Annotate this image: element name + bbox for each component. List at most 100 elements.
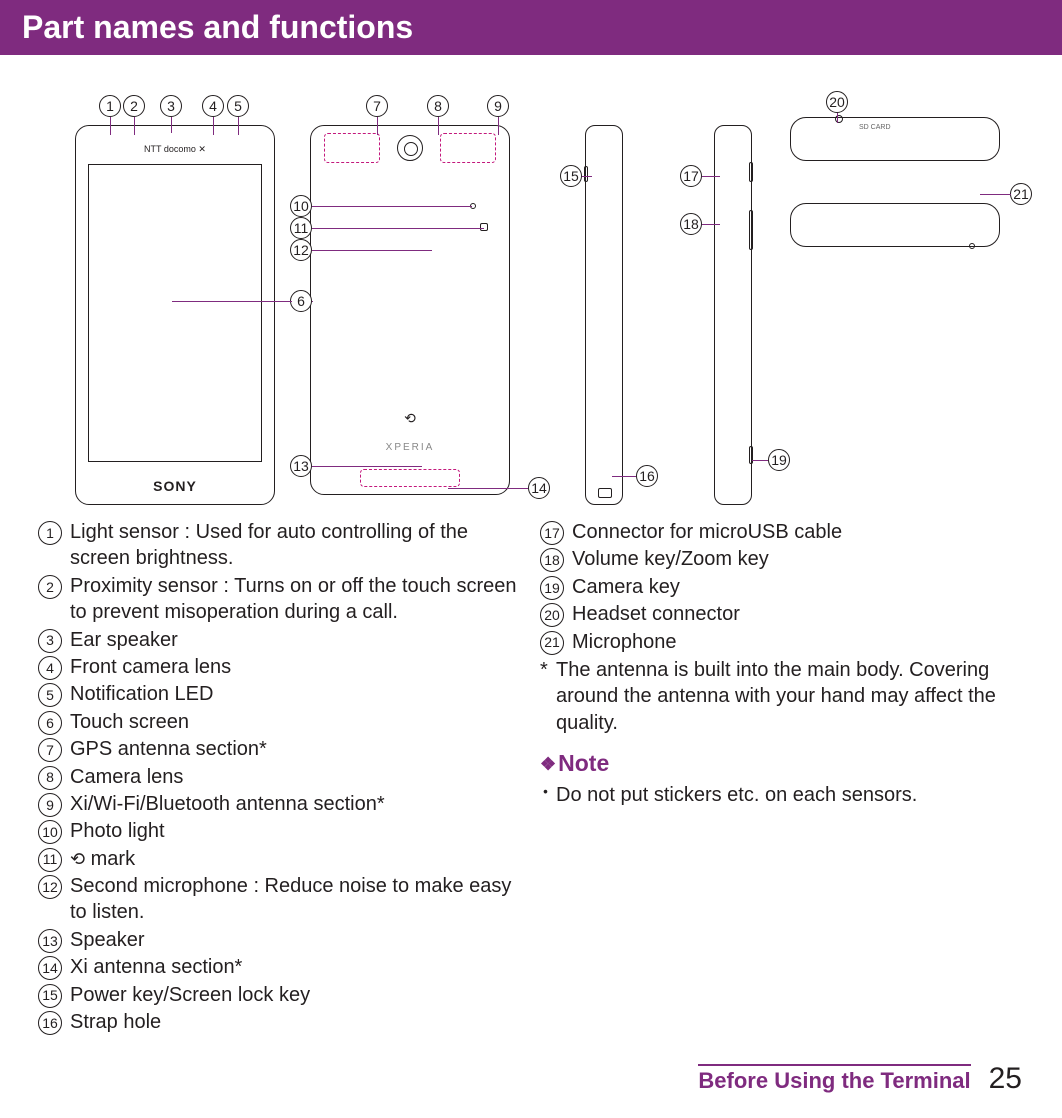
note-heading-text: Note — [558, 750, 609, 776]
part-text: Touch screen — [70, 709, 522, 735]
leader-line — [980, 194, 1010, 195]
part-text: GPS antenna section* — [70, 736, 522, 762]
part-number-circle: 12 — [38, 875, 62, 899]
diagram-callout: 16 — [636, 465, 658, 487]
diagram-callout: 15 — [560, 165, 582, 187]
leader-line — [312, 206, 472, 207]
leader-line — [134, 117, 135, 135]
part-text: Xi/Wi-Fi/Bluetooth antenna section* — [70, 791, 522, 817]
felica-symbol: ⟲ — [310, 410, 510, 427]
diagram-callout: 19 — [768, 449, 790, 471]
part-item: 13 Speaker — [38, 927, 522, 953]
part-text: Ear speaker — [70, 627, 522, 653]
part-number-circle: 15 — [38, 984, 62, 1008]
part-number-circle: 18 — [540, 548, 564, 572]
diagram-callout: 7 — [366, 95, 388, 117]
leader-line — [582, 176, 592, 177]
parts-column-left: 1 Light sensor : Used for auto controllin… — [38, 519, 522, 1036]
part-number-circle: 10 — [38, 820, 62, 844]
diagram-callout: 18 — [680, 213, 702, 235]
part-item: 8Camera lens — [38, 764, 522, 790]
part-number-circle: 8 — [38, 766, 62, 790]
part-text: Speaker — [70, 927, 522, 953]
diagram-callout: 5 — [227, 95, 249, 117]
phone-side-right — [714, 125, 752, 505]
part-item: 18 Volume key/Zoom key — [540, 546, 1024, 572]
leader-line — [498, 117, 499, 135]
part-number-circle: 3 — [38, 629, 62, 653]
note-heading: ❖Note — [540, 748, 1024, 778]
phone-bottom-view — [790, 203, 1000, 247]
diagram-callout: 17 — [680, 165, 702, 187]
usb-connector-icon — [749, 162, 753, 182]
part-item: 11⟲ mark — [38, 846, 522, 872]
sd-slot-label: SD CARD — [859, 124, 891, 131]
back-outline — [310, 125, 510, 495]
part-number-circle: 13 — [38, 929, 62, 953]
part-item: 12 Second microphone : Reduce noise to ma… — [38, 873, 522, 926]
diamond-icon: ❖ — [540, 754, 556, 774]
leader-line — [752, 460, 768, 461]
part-text: Microphone — [572, 629, 1024, 655]
part-item: 2Proximity sensor : Turns on or off the … — [38, 573, 522, 626]
part-text: Front camera lens — [70, 654, 522, 680]
xi-antenna-zone — [360, 469, 460, 487]
xperia-logo: XPERIA — [310, 442, 510, 453]
phone-side-left — [585, 125, 623, 505]
part-item: 14Xi antenna section* — [38, 954, 522, 980]
camera-lens-icon — [397, 135, 423, 161]
phone-back-view: ⟲ XPERIA — [310, 125, 510, 495]
leader-line — [213, 117, 214, 135]
part-text: Connector for microUSB cable — [572, 519, 1024, 545]
part-number-circle: 6 — [38, 711, 62, 735]
part-number-circle: 11 — [38, 848, 62, 872]
diagram-callout: 9 — [487, 95, 509, 117]
leader-line — [702, 224, 720, 225]
part-number-circle: 16 — [38, 1011, 62, 1035]
diagram-callout: 21 — [1010, 183, 1032, 205]
footnote-text: The antenna is built into the main body.… — [556, 657, 1024, 736]
part-item: 9 Xi/Wi-Fi/Bluetooth antenna section* — [38, 791, 522, 817]
docomo-logo: NTT docomo ✕ — [76, 144, 274, 155]
part-item: 15 Power key/Screen lock key — [38, 982, 522, 1008]
wifi-antenna-zone — [440, 133, 496, 163]
part-number-circle: 1 — [38, 521, 62, 545]
diagram-callout: 13 — [290, 455, 312, 477]
touch-screen-outline — [88, 164, 262, 462]
part-number-circle: 21 — [540, 631, 564, 655]
diagram-callout: 8 — [427, 95, 449, 117]
part-number-circle: 17 — [540, 521, 564, 545]
device-diagram: NTT docomo ✕ SONY ⟲ XPERIA SD CARD 12345… — [0, 65, 1062, 515]
leader-line — [110, 117, 111, 135]
part-text: Light sensor : Used for auto controlling… — [70, 519, 522, 572]
part-text: Second microphone : Reduce noise to make… — [70, 873, 522, 926]
leader-line — [171, 117, 172, 133]
leader-line — [172, 301, 292, 302]
diagram-callout: 3 — [160, 95, 182, 117]
part-text: Headset connector — [572, 601, 1024, 627]
part-number-circle: 19 — [540, 576, 564, 600]
gps-antenna-zone — [324, 133, 380, 163]
page-footer: Before Using the Terminal 25 — [698, 1062, 1022, 1096]
part-item: 3 Ear speaker — [38, 627, 522, 653]
leader-line — [612, 476, 636, 477]
diagram-callout: 10 — [290, 195, 312, 217]
part-number-circle: 9 — [38, 793, 62, 817]
phone-front-view: NTT docomo ✕ SONY — [75, 125, 275, 505]
part-text: Power key/Screen lock key — [70, 982, 522, 1008]
parts-column-right: 17 Connector for microUSB cable 18 Volume k… — [540, 519, 1024, 1036]
microphone-hole-icon — [969, 243, 975, 249]
part-text: Volume key/Zoom key — [572, 546, 1024, 572]
part-item: 5Notification LED — [38, 681, 522, 707]
note-item: ･ Do not put stickers etc. on each senso… — [540, 782, 1024, 808]
part-item: 4Front camera lens — [38, 654, 522, 680]
part-item: 7GPS antenna section* — [38, 736, 522, 762]
asterisk-icon: * — [540, 657, 556, 736]
phone-top-view: SD CARD — [790, 117, 1000, 161]
camera-key-icon — [749, 446, 753, 464]
felica-mark-glyph: ⟲ — [70, 849, 85, 869]
part-item: 16Strap hole — [38, 1009, 522, 1035]
diagram-callout: 6 — [290, 290, 312, 312]
section-banner: Part names and functions — [0, 0, 1062, 55]
part-item: 6 Touch screen — [38, 709, 522, 735]
